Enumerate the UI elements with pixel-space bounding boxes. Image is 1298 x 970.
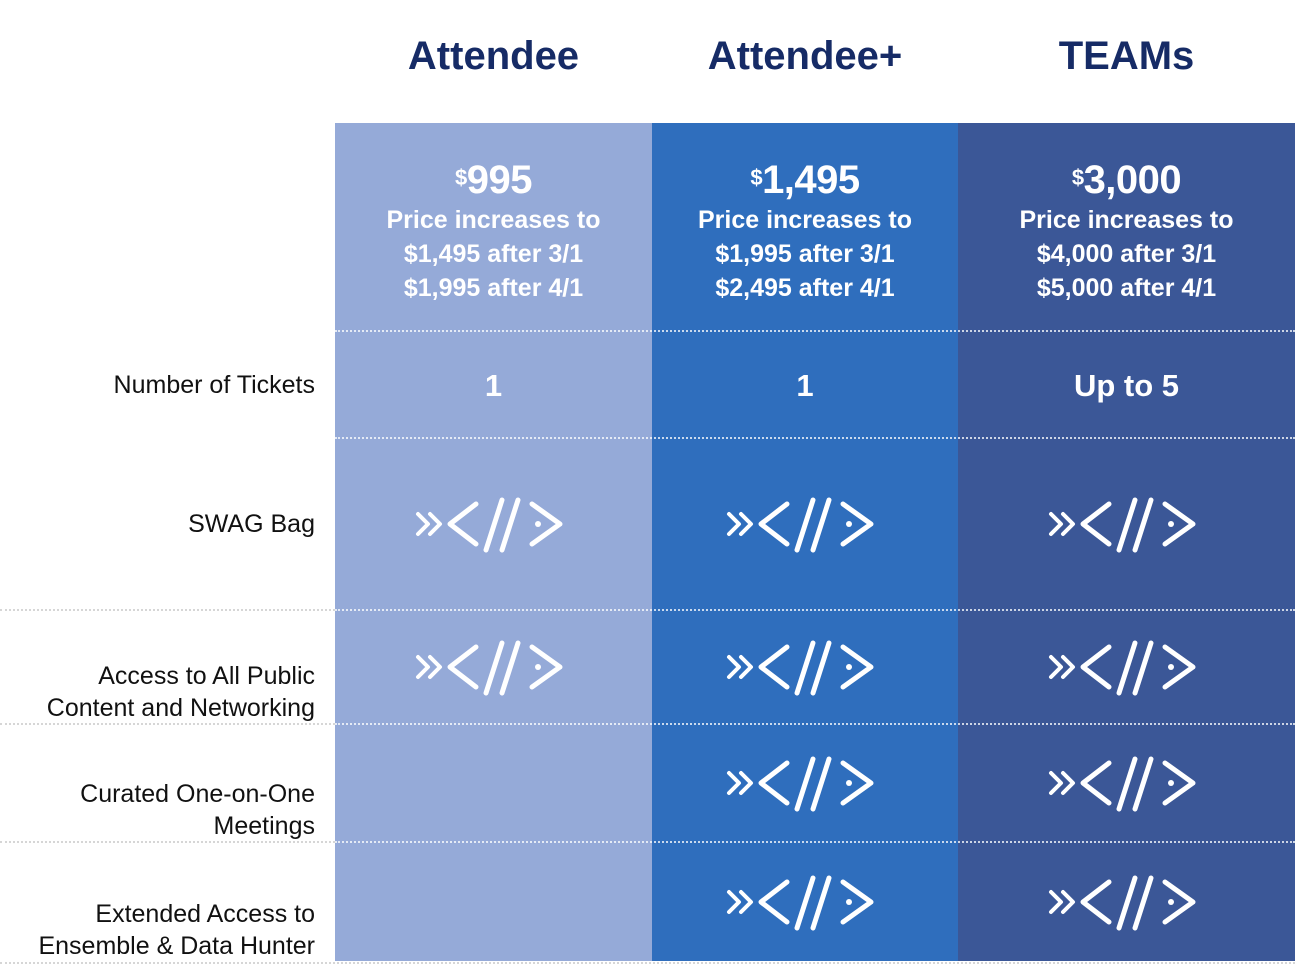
- row-divider: [335, 330, 1295, 332]
- row-divider: [0, 723, 335, 725]
- row-label-tickets: Number of Tickets: [113, 371, 315, 399]
- plan-title-attendee-plus: Attendee+: [707, 33, 903, 78]
- price-note-line: $2,495 after 4/1: [715, 274, 895, 302]
- plan-column-attendee-plus: $1,495 Price increases to $1,995 after 3…: [652, 123, 958, 961]
- row-divider: [335, 609, 1295, 611]
- brand-code-mark-icon: [958, 610, 1295, 724]
- price-note-line: $1,995 after 4/1: [403, 274, 584, 302]
- tickets-value: Up to 5: [1073, 367, 1180, 403]
- plan-column-teams: $3,000 Price increases to $4,000 after 3…: [958, 123, 1295, 961]
- price-block: $995 Price increases to $1,495 after 3/1…: [335, 123, 652, 331]
- row-divider: [335, 841, 1295, 843]
- brand-code-mark-icon: [652, 842, 958, 961]
- price-block: $1,495 Price increases to $1,995 after 3…: [652, 123, 958, 331]
- brand-code-mark-icon: [335, 438, 652, 610]
- brand-code-mark-icon: [652, 610, 958, 724]
- plan-title-attendee: Attendee: [407, 33, 580, 78]
- plan-column-attendee: $995 Price increases to $1,495 after 3/1…: [335, 123, 652, 961]
- row-divider: [0, 841, 335, 843]
- tickets-value: 1: [796, 367, 814, 403]
- row-label-public-access: Access to All Public Content and Network…: [46, 662, 315, 722]
- brand-code-mark-icon: [652, 438, 958, 610]
- price-note-line: $4,000 after 3/1: [1036, 240, 1217, 268]
- brand-code-mark-icon: [958, 438, 1295, 610]
- price-block: $3,000 Price increases to $4,000 after 3…: [958, 123, 1295, 331]
- price-note-line: Price increases to: [386, 206, 601, 234]
- price: $1,495: [750, 158, 860, 202]
- row-divider: [0, 609, 335, 611]
- brand-code-mark-icon: [958, 724, 1295, 842]
- price-note-line: $5,000 after 4/1: [1036, 274, 1217, 302]
- row-divider: [335, 723, 1295, 725]
- row-divider: [0, 962, 1295, 964]
- price-note-line: Price increases to: [1019, 206, 1234, 234]
- price-note-line: $1,495 after 3/1: [403, 240, 584, 268]
- price: $995: [455, 158, 533, 202]
- row-label-swag: SWAG Bag: [188, 510, 315, 538]
- brand-code-mark-icon: [335, 610, 652, 724]
- tickets-value: 1: [484, 367, 503, 403]
- brand-code-mark-icon: [958, 842, 1295, 961]
- price-note-line: $1,995 after 3/1: [715, 240, 895, 268]
- plan-title-teams: TEAMs: [1058, 33, 1195, 78]
- brand-code-mark-icon: [652, 724, 958, 842]
- row-label-extended-access: Extended Access to Ensemble & Data Hunte…: [38, 900, 315, 960]
- price: $3,000: [1071, 158, 1182, 202]
- price-note-line: Price increases to: [697, 206, 912, 234]
- row-divider: [335, 437, 1295, 439]
- row-label-one-on-one: Curated One-on-One Meetings: [80, 780, 315, 840]
